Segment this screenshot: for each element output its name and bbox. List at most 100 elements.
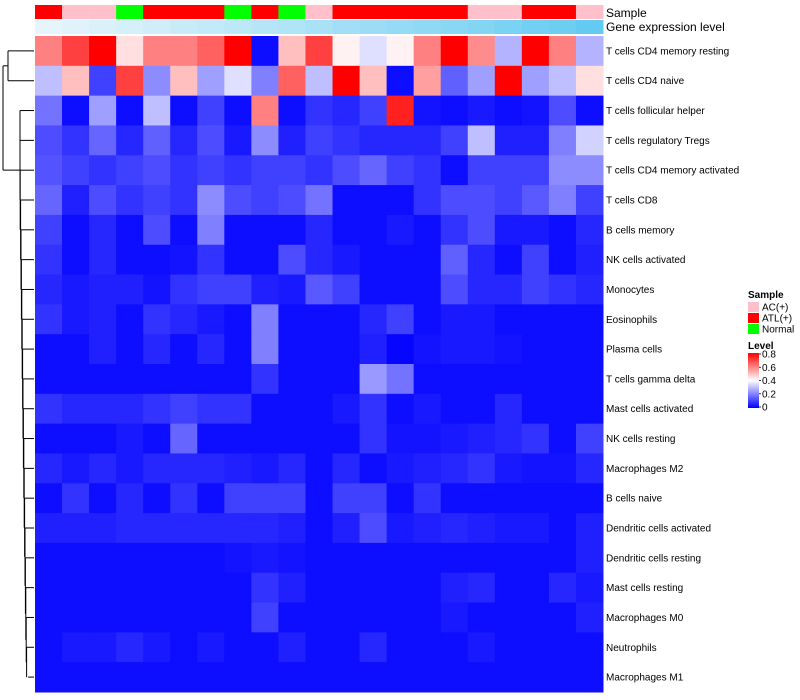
heatmap-cell (35, 483, 63, 514)
heatmap-cell (440, 393, 469, 425)
heatmap-cell (548, 155, 577, 186)
heatmap-cell (170, 364, 198, 395)
heatmap-cell (143, 393, 171, 425)
heatmap-cell (575, 513, 604, 544)
heatmap-cell (386, 364, 415, 395)
gene-expression-cell (305, 20, 334, 34)
heatmap-cell (89, 364, 117, 395)
heatmap-cell (440, 214, 469, 246)
heatmap-cell (89, 602, 117, 633)
heatmap-cell (116, 602, 144, 633)
heatmap-cell (359, 274, 388, 305)
heatmap-cell (548, 632, 577, 663)
heatmap-cell (224, 423, 252, 454)
heatmap-cell (116, 214, 144, 246)
heatmap-cell (575, 542, 604, 574)
sample-annotation-cell (170, 5, 198, 19)
heatmap-cell (278, 453, 306, 484)
heatmap-cell (440, 36, 469, 67)
heatmap-cell (251, 334, 279, 365)
heatmap-cell (467, 483, 496, 514)
legend-tick-label: 0.6 (762, 363, 776, 374)
heatmap-cell (278, 125, 306, 156)
heatmap-cell (89, 304, 117, 335)
heatmap-cell (278, 393, 306, 425)
heatmap-cell (386, 572, 415, 604)
heatmap-cell (305, 662, 334, 693)
gene-expression-cell (89, 20, 117, 34)
sample-annotation-cell (143, 5, 171, 19)
heatmap-cell (332, 662, 361, 693)
heatmap-cell (494, 662, 523, 693)
heatmap-cell (305, 364, 334, 395)
heatmap-cell (440, 572, 469, 604)
heatmap-cell (116, 125, 144, 156)
heatmap-cell (170, 155, 198, 186)
heatmap-cell (197, 36, 225, 67)
heatmap-cell (548, 304, 577, 335)
heatmap-cell (467, 513, 496, 544)
heatmap-cell (359, 423, 388, 454)
heatmap-cell (413, 274, 442, 305)
heatmap-cell (89, 393, 117, 425)
heatmap-cell (332, 513, 361, 544)
legend-level-title: Level (748, 341, 774, 352)
gene-expression-cell (143, 20, 171, 34)
heatmap-cell (575, 214, 604, 246)
heatmap-cell (548, 483, 577, 514)
heatmap-cell (170, 304, 198, 335)
legend-swatch (748, 302, 759, 312)
legend-sample-title: Sample (748, 290, 784, 301)
heatmap-cell (143, 244, 171, 276)
heatmap-cell (305, 602, 334, 633)
heatmap-cell (440, 513, 469, 544)
heatmap-cell (548, 542, 577, 574)
heatmap-cell (170, 572, 198, 604)
heatmap-cell (89, 125, 117, 156)
heatmap-cell (89, 662, 117, 693)
heatmap-cell (494, 95, 523, 126)
heatmap-cell (305, 483, 334, 514)
heatmap-cell (278, 304, 306, 335)
heatmap-cell (35, 155, 63, 186)
heatmap-cell (467, 36, 496, 67)
heatmap-cell (386, 125, 415, 156)
heatmap-cell (89, 572, 117, 604)
heatmap-cell (89, 483, 117, 514)
heatmap-cell (494, 214, 523, 246)
row-labels: T cells CD4 memory resting T cells CD4 na… (606, 46, 739, 683)
heatmap-cell (224, 662, 252, 693)
heatmap-cell (116, 393, 144, 425)
gene-expression-cell (440, 20, 469, 34)
heatmap-cell (62, 364, 90, 395)
heatmap-cell (548, 662, 577, 693)
heatmap-cell (197, 185, 225, 216)
heatmap-cell (575, 304, 604, 335)
heatmap-cell (278, 36, 306, 67)
heatmap-cell (197, 513, 225, 544)
heatmap-cell (467, 572, 496, 604)
heatmap-cell (35, 453, 63, 484)
heatmap-cell (116, 304, 144, 335)
heatmap-cell (305, 513, 334, 544)
heatmap-cell (521, 214, 550, 246)
heatmap-cell (278, 244, 306, 276)
heatmap-cell (116, 423, 144, 454)
gene-expression-cell (224, 20, 252, 34)
heatmap-cell (278, 632, 306, 663)
heatmap-cell (251, 155, 279, 186)
heatmap-cell (62, 244, 90, 276)
heatmap-cell (224, 304, 252, 335)
heatmap-cell (494, 602, 523, 633)
heatmap-cell (35, 214, 63, 246)
heatmap-cell (35, 125, 63, 156)
heatmap-cell (251, 274, 279, 305)
heatmap-cell (521, 95, 550, 126)
heatmap-cell (332, 423, 361, 454)
gene-expression-cell (413, 20, 442, 34)
heatmap-cell (116, 95, 144, 126)
heatmap-cell (224, 185, 252, 216)
heatmap-cell (440, 364, 469, 395)
heatmap-cell (89, 95, 117, 126)
heatmap-cell (494, 244, 523, 276)
